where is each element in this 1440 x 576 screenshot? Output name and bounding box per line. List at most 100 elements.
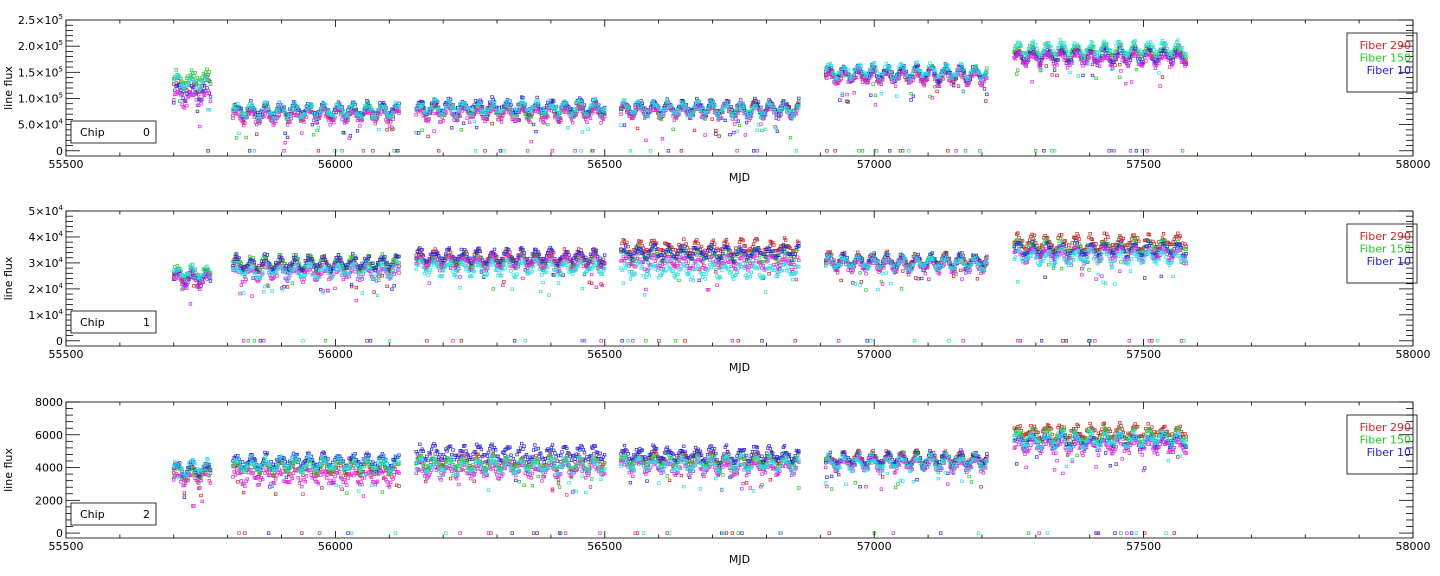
data-point <box>354 285 358 290</box>
data-point <box>566 126 570 130</box>
data-point <box>909 98 913 102</box>
data-point <box>178 99 182 103</box>
data-point <box>852 91 856 95</box>
data-point <box>635 126 640 131</box>
data-point <box>283 141 287 145</box>
data-point <box>871 82 875 86</box>
data-point <box>1056 45 1060 50</box>
data-point <box>833 149 837 153</box>
data-point <box>895 94 899 98</box>
data-point <box>255 132 259 136</box>
data-point <box>372 290 376 294</box>
data-point <box>425 339 429 343</box>
data-point <box>208 99 213 103</box>
data-point <box>193 71 197 75</box>
data-point <box>935 89 939 94</box>
data-point <box>237 131 241 136</box>
data-point <box>207 70 211 74</box>
data-point <box>459 128 463 132</box>
data-point <box>743 133 748 137</box>
data-point <box>755 149 759 153</box>
y-tick-label: 1.0×105 <box>18 91 63 105</box>
x-tick-label: 58000 <box>1396 158 1431 171</box>
data-point <box>927 277 931 281</box>
data-point <box>1088 232 1092 236</box>
data-point <box>414 113 418 117</box>
data-point <box>315 128 319 133</box>
data-point <box>247 254 252 259</box>
data-point <box>502 280 506 284</box>
data-point <box>246 339 251 343</box>
y-tick-label: 2.5×105 <box>18 13 63 27</box>
data-point <box>717 134 721 138</box>
data-point <box>1157 71 1161 75</box>
data-point <box>380 252 385 256</box>
data-point <box>954 149 958 153</box>
data-point <box>963 149 968 153</box>
data-point <box>840 91 844 96</box>
data-point <box>285 123 290 127</box>
data-point <box>282 149 286 153</box>
data-point <box>857 149 861 153</box>
panel-chip-1: 55500 56000 56500 57000 57500 5800001×1042×10… <box>2 204 1431 374</box>
y-tick-label: 1.5×105 <box>18 65 63 79</box>
data-point <box>873 103 878 107</box>
panel-chip-0: 55500 56000 56500 57000 57500 5800005.0×1041.… <box>2 13 1431 184</box>
data-point <box>893 84 898 88</box>
data-point <box>562 247 567 251</box>
data-point <box>283 131 287 136</box>
data-point <box>869 93 873 97</box>
data-point <box>373 122 377 126</box>
data-point <box>355 129 360 133</box>
data-point <box>491 287 495 291</box>
data-point <box>328 123 332 127</box>
data-point <box>666 149 671 153</box>
x-tick-label: 55500 <box>49 158 84 171</box>
y-axis-label: line flux <box>2 66 15 110</box>
data-point <box>714 128 718 133</box>
data-point <box>873 93 878 98</box>
plot-frame <box>65 19 1414 157</box>
x-tick-label: 56000 <box>318 158 353 171</box>
data-point <box>546 122 550 127</box>
data-point <box>752 149 756 153</box>
data-point <box>252 149 257 153</box>
data-point <box>671 127 675 131</box>
data-point <box>1044 64 1048 68</box>
x-axis-label: MJD <box>729 171 750 184</box>
data-point <box>525 149 530 153</box>
data-point <box>679 149 684 153</box>
data-point <box>502 149 506 153</box>
data-point <box>550 149 555 153</box>
data-point <box>483 149 487 153</box>
data-point <box>1180 149 1185 153</box>
data-point <box>571 121 575 125</box>
data-point <box>775 129 780 133</box>
data-point <box>1134 67 1139 72</box>
data-point <box>1160 75 1165 79</box>
data-point <box>472 119 476 124</box>
data-point <box>767 272 771 276</box>
series-fiber-10 <box>172 46 1188 153</box>
data-point <box>358 124 362 128</box>
y-tick-label: 2.0×105 <box>18 39 63 53</box>
data-point <box>234 136 239 140</box>
data-point <box>755 128 759 132</box>
data-point <box>660 137 665 141</box>
data-point <box>794 149 799 153</box>
data-point <box>1042 149 1046 153</box>
data-point <box>714 132 718 136</box>
data-point <box>682 237 686 241</box>
data-point <box>735 129 739 134</box>
data-point <box>860 149 865 153</box>
data-point <box>734 246 738 250</box>
data-point <box>531 122 536 127</box>
data-point <box>1055 73 1059 78</box>
data-point <box>901 269 905 273</box>
data-point <box>385 284 389 288</box>
x-tick-label: 57000 <box>857 158 892 171</box>
data-point <box>198 124 202 129</box>
data-point <box>975 277 980 281</box>
x-tick-label: 56500 <box>587 158 622 171</box>
